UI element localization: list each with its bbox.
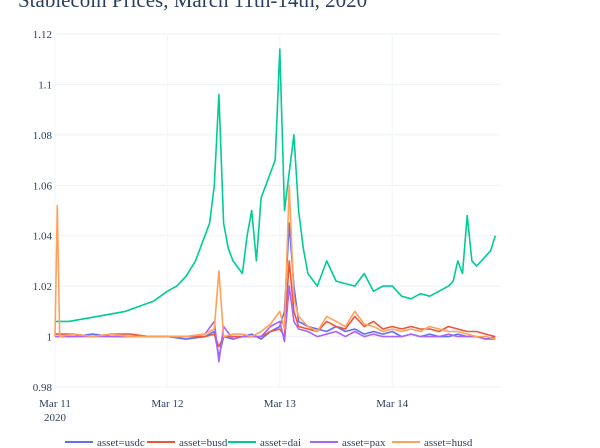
y-tick-label: 1 xyxy=(47,332,53,344)
y-tick-label: 1.1 xyxy=(38,79,52,91)
legend[interactable]: asset=usdc asset=busd asset=dai asset=pax as… xyxy=(65,437,473,448)
y-axis-ticks: 0.98 1 1.02 1.04 1.06 1.08 1.1 1.12 xyxy=(33,29,53,394)
series-line-husd xyxy=(54,184,496,340)
x-axis-ticks: Mar 11 2020 Mar 12 Mar 13 Mar 14 xyxy=(39,398,409,424)
y-tick-label: 1.12 xyxy=(33,29,52,41)
y-tick-label: 1.04 xyxy=(33,231,53,243)
y-tick-label: 0.98 xyxy=(33,382,53,394)
legend-label: asset=pax xyxy=(342,437,386,448)
y-tick-label: 1.06 xyxy=(33,180,53,192)
x-tick-sublabel: 2020 xyxy=(44,412,67,424)
legend-item-pax[interactable]: asset=pax xyxy=(310,437,386,448)
legend-label: asset=usdc xyxy=(97,437,145,448)
legend-label: asset=busd xyxy=(179,437,228,448)
legend-label: asset=husd xyxy=(424,437,473,448)
series-line-pax xyxy=(55,285,496,363)
chart-title: Stablecoin Prices, March 11th-14th, 2020 xyxy=(18,0,368,12)
x-tick-label: Mar 11 xyxy=(39,398,71,410)
x-tick-label: Mar 12 xyxy=(151,398,183,410)
legend-item-usdc[interactable]: asset=usdc xyxy=(65,437,145,448)
x-tick-label: Mar 13 xyxy=(264,398,297,410)
legend-label: asset=dai xyxy=(260,437,301,448)
y-tick-label: 1.02 xyxy=(33,281,52,293)
legend-item-busd[interactable]: asset=busd xyxy=(147,437,228,448)
legend-item-dai[interactable]: asset=dai xyxy=(228,437,301,448)
series-lines xyxy=(54,48,497,363)
series-line-dai xyxy=(55,48,497,323)
y-tick-label: 1.08 xyxy=(33,130,53,142)
legend-item-husd[interactable]: asset=husd xyxy=(392,437,473,448)
gridlines xyxy=(54,33,500,388)
series-line-usdc xyxy=(55,222,496,358)
x-tick-label: Mar 14 xyxy=(376,398,409,410)
